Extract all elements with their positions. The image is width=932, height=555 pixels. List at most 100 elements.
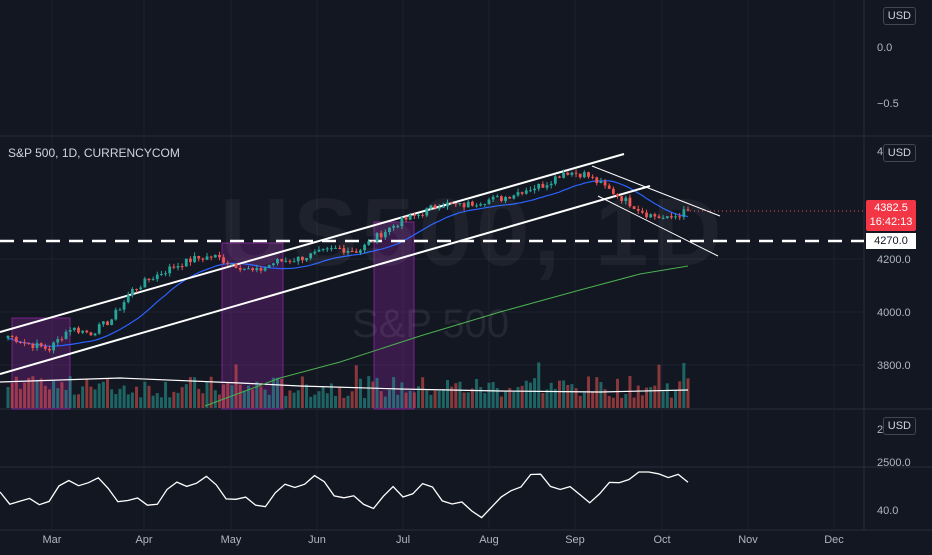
volume-bar [611, 397, 615, 408]
volume-bar [541, 392, 545, 408]
candle-body [48, 348, 51, 351]
time-axis-label: Sep [565, 534, 585, 546]
volume-bar [582, 392, 586, 408]
channel-lines[interactable] [0, 153, 864, 375]
channel-lower-line [0, 185, 651, 375]
candle-body [201, 258, 205, 260]
candle-body [350, 251, 354, 253]
volume-bar [209, 376, 213, 408]
volume-bar [226, 382, 230, 408]
price-axis-tick: 4000.0 [877, 307, 911, 319]
volume-bar [437, 390, 441, 408]
volume-bar [317, 391, 321, 408]
candle-body [184, 258, 188, 267]
volume-bar [404, 392, 408, 408]
candle-body [276, 258, 279, 264]
volume-bar [408, 390, 412, 408]
candle-body [81, 330, 85, 333]
level-price-tag: 4270.0 [866, 233, 916, 249]
candle-body [363, 244, 366, 251]
descending-lower-line [597, 195, 719, 257]
candle-body [284, 260, 288, 262]
volume-bar [375, 377, 379, 408]
volume-bar [645, 387, 649, 408]
candle-body [14, 336, 18, 342]
oscillator [0, 471, 689, 519]
candle-body [263, 267, 267, 271]
candle-body [296, 256, 300, 262]
volume-bar [305, 384, 309, 408]
candle-body [371, 241, 375, 243]
time-axis-label: May [221, 534, 242, 546]
volume-bar [379, 391, 383, 408]
moving-averages [7, 180, 689, 407]
volume-bar [528, 382, 532, 408]
volume-bar [483, 393, 487, 408]
top-pane-tick: 0.0 [877, 42, 892, 54]
descending-upper-line [591, 165, 721, 217]
candle-body [512, 195, 516, 199]
candle-body [39, 343, 43, 347]
candle-body [209, 256, 213, 258]
volume-bar [64, 389, 68, 408]
candle-body [599, 181, 603, 183]
volume-bar [234, 364, 238, 408]
volume-bar [52, 380, 56, 408]
volume-bar [371, 381, 375, 408]
candle-body [164, 273, 167, 275]
volume-bar [14, 376, 18, 408]
ma-fast-line [7, 180, 689, 347]
candle-body [126, 295, 130, 303]
candle-body [383, 232, 387, 238]
volume-bar [184, 384, 188, 408]
candle-body [379, 233, 383, 238]
volume-bar [271, 377, 275, 408]
currency-button-top[interactable]: USD [882, 7, 916, 25]
volume-bar [47, 389, 51, 408]
candle-body [587, 172, 590, 177]
candle-body [139, 287, 143, 290]
volume-bar [139, 397, 143, 408]
volume-bar [259, 386, 263, 408]
last-price-tag: 4382.5 16:42:13 [866, 200, 916, 231]
candle-body [665, 216, 669, 218]
volume-bar [549, 382, 553, 408]
candle-body [259, 268, 263, 271]
currency-button-volume[interactable]: USD [882, 417, 916, 435]
volume-bar [300, 376, 304, 408]
pane-separators [0, 0, 932, 531]
volume-bar [143, 381, 147, 408]
volume-bar [222, 384, 226, 408]
volume-bar [201, 393, 205, 408]
candle-body [603, 181, 607, 186]
volume-bar [39, 378, 43, 408]
time-axis-label: Jun [308, 534, 326, 546]
symbol-title[interactable]: S&P 500, 1D, CURRENCYCOM [8, 146, 180, 160]
candle-body [147, 278, 151, 281]
ma-slow-line [204, 265, 689, 407]
candle-body [404, 217, 408, 220]
volume-bar [504, 391, 508, 408]
oscillator-line [0, 471, 689, 519]
volume-bar [155, 393, 159, 408]
volume-bar [6, 387, 10, 408]
candle-body [570, 172, 574, 175]
candle-body [77, 327, 80, 333]
price-axis-tick: 3800.0 [877, 360, 911, 372]
channel-upper-line [0, 153, 625, 333]
volume-bar [251, 389, 255, 408]
grid-lines [0, 0, 864, 530]
volume-bar [43, 385, 47, 408]
candle-body [649, 214, 653, 218]
volume-bar [578, 396, 582, 408]
volume-bar [313, 394, 317, 408]
candle-body [346, 251, 350, 253]
volume-bar [475, 378, 479, 408]
volume-bar [665, 383, 669, 408]
candle-body [628, 197, 632, 207]
candle-body [566, 172, 570, 175]
candle-body [271, 263, 275, 266]
currency-button-price[interactable]: USD [882, 144, 916, 162]
candle-body [110, 319, 114, 326]
